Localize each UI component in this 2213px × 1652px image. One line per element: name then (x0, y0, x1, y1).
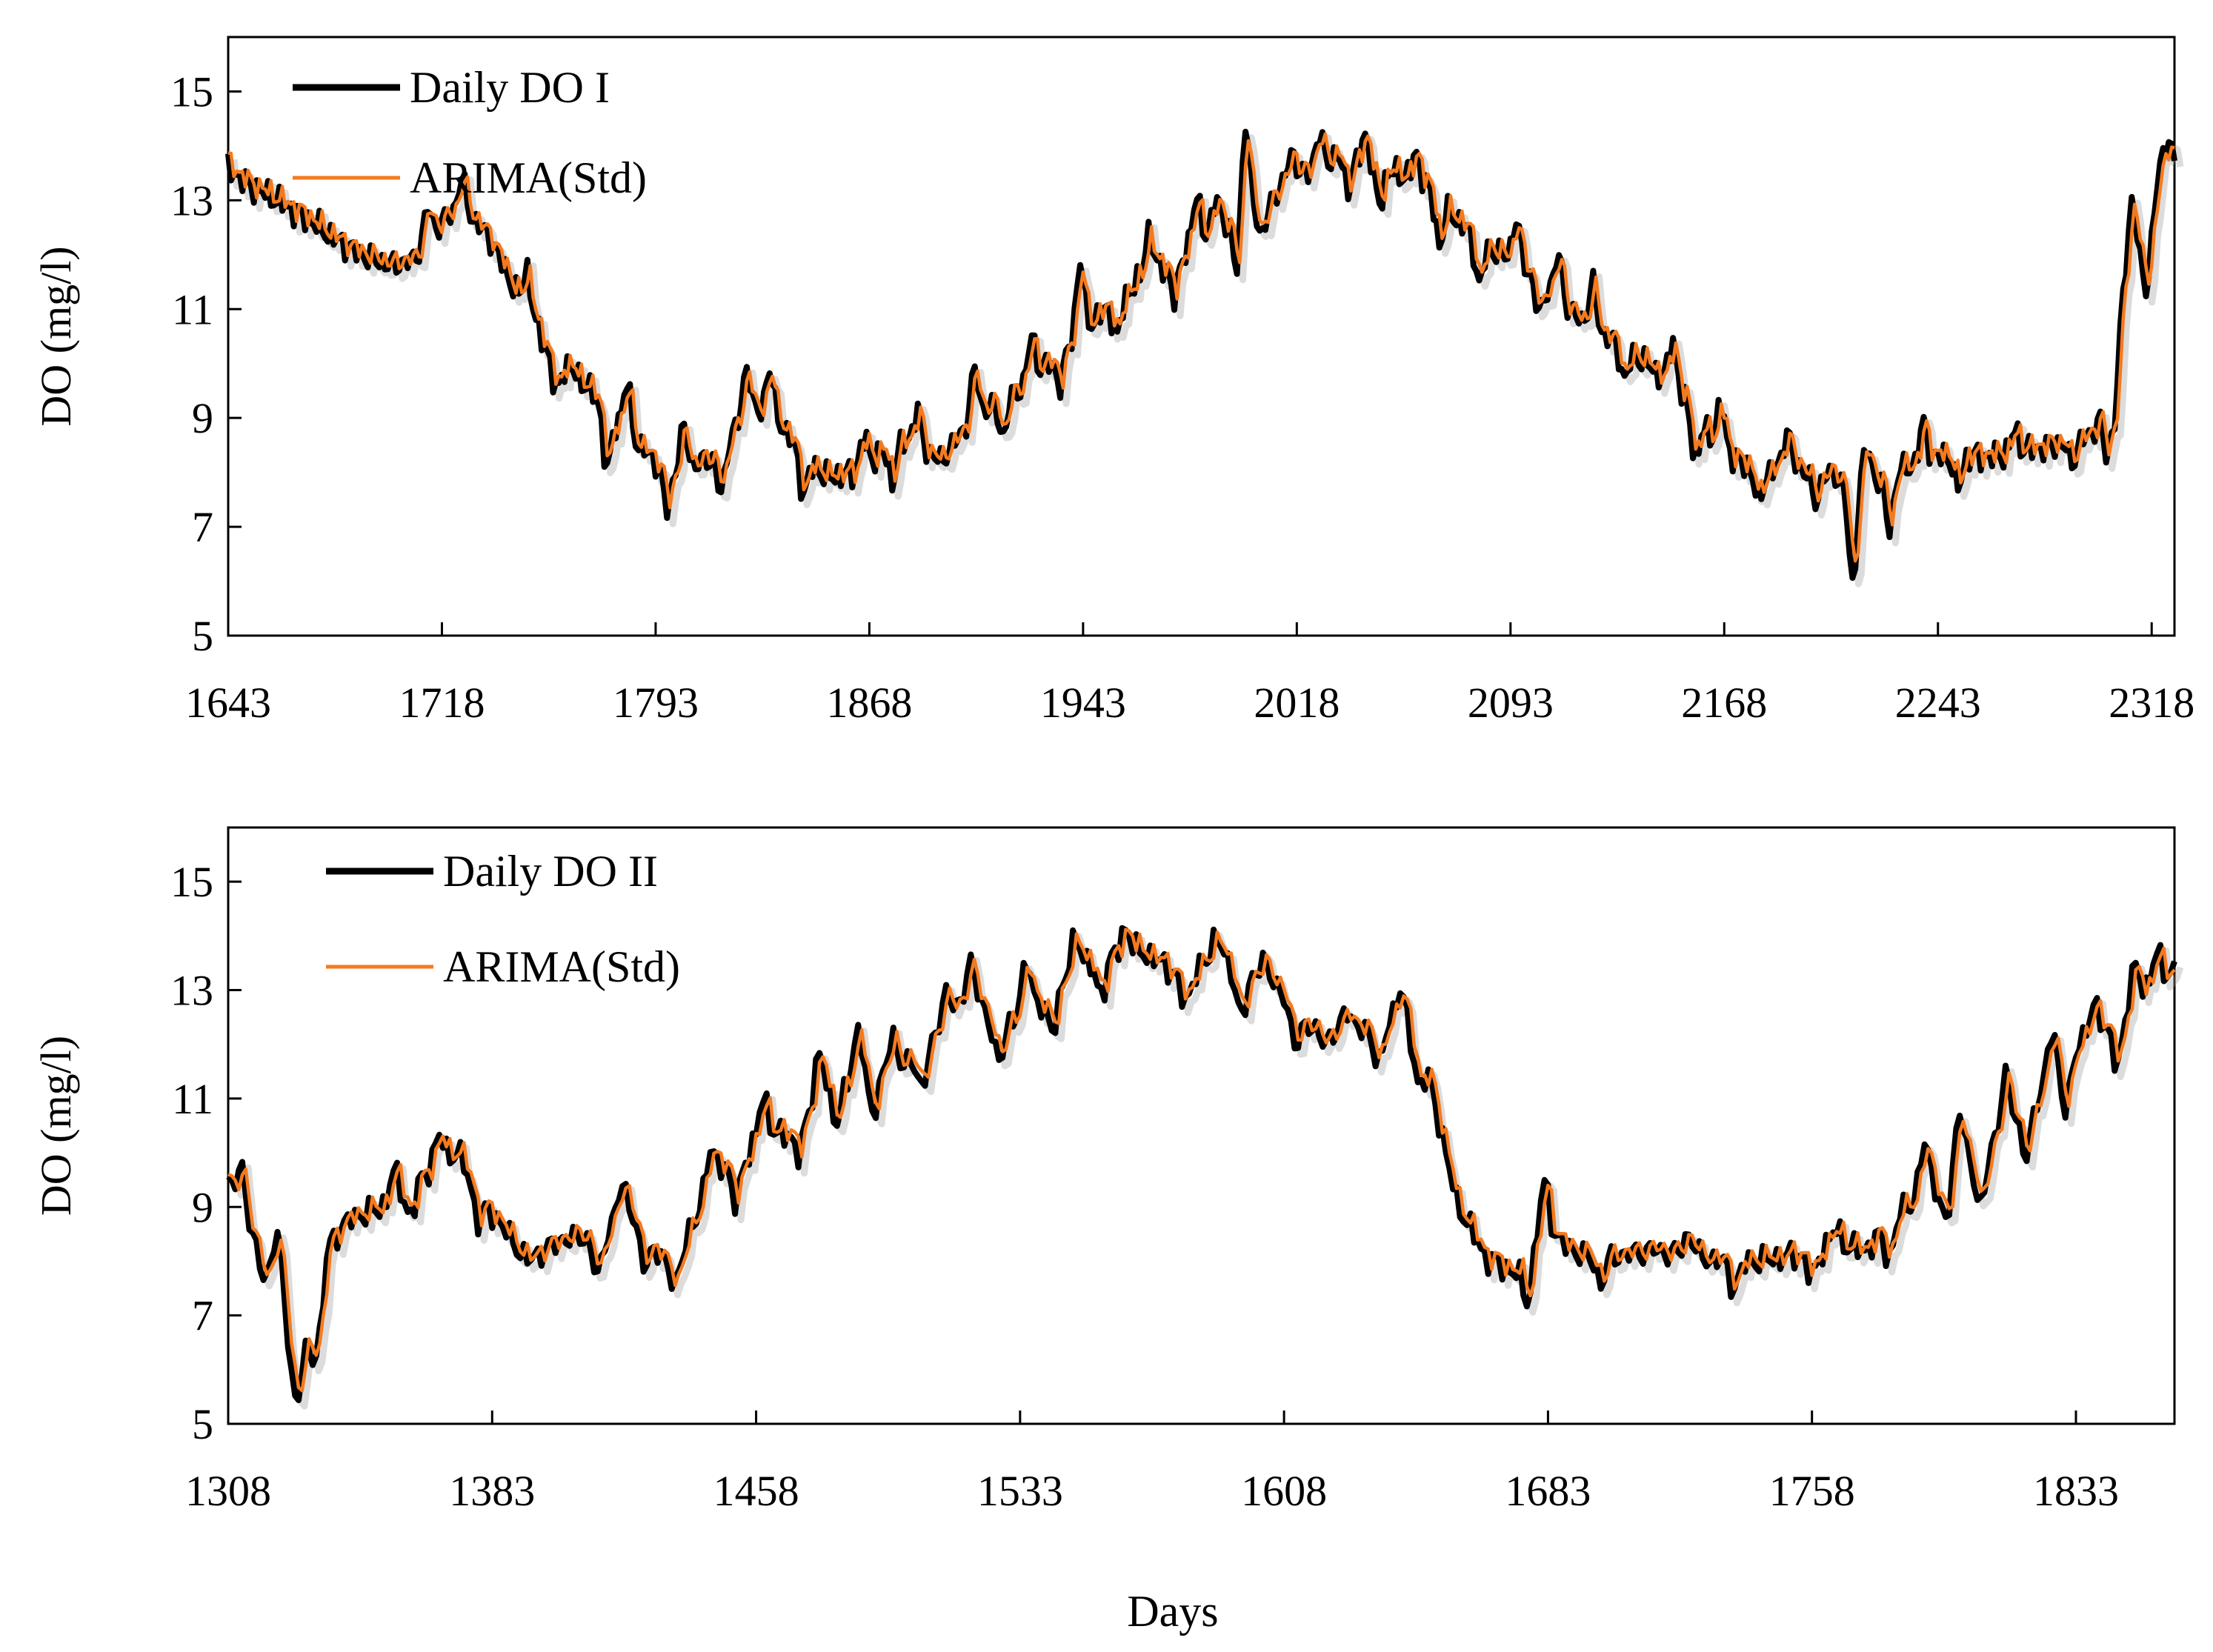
x-tick-label: 1608 (1241, 1467, 1327, 1515)
y-tick-label: 15 (170, 67, 213, 116)
y-axis-label: DO (mg/l) (32, 1036, 80, 1216)
y-tick-label: 11 (172, 1075, 213, 1123)
shared-x-axis-label: Days (1127, 1587, 1218, 1636)
y-tick-label: 7 (192, 503, 213, 551)
plot-frame (227, 36, 2176, 637)
y-tick-label: 9 (192, 1183, 213, 1231)
x-tick-label: 2093 (1468, 679, 1554, 727)
y-axis-label: DO (mg/l) (32, 246, 80, 426)
legend-label-observed: Daily DO I (410, 63, 610, 112)
legend: Daily DO I ARIMA(Std) (293, 63, 647, 202)
y-tick-label: 9 (192, 394, 213, 442)
top-chart-panel: 5 7 9 11 13 15 1643 1718 1793 1868 1943 2018 2093 216… (32, 36, 2194, 727)
legend-label-model: ARIMA(Std) (410, 153, 647, 202)
x-tick-label: 2243 (1895, 679, 1981, 727)
x-tick-label: 1458 (713, 1467, 799, 1515)
y-tick-label: 5 (192, 1400, 213, 1448)
x-tick-label: 1718 (399, 679, 485, 727)
x-tick-label: 1943 (1040, 679, 1126, 727)
observed-series-shadow (231, 930, 2184, 1410)
x-tick-label: 1383 (449, 1467, 535, 1515)
plot-frame (227, 826, 2176, 1425)
x-tick-label: 1308 (185, 1467, 271, 1515)
bottom-chart-panel: 5 7 9 11 13 15 1308 1383 1458 1533 1608 1683 1758 183… (32, 826, 2184, 1515)
x-tick-label: 1643 (185, 679, 271, 727)
y-tick-label: 15 (170, 858, 213, 906)
y-tick-label: 13 (170, 967, 213, 1015)
model-series-line (227, 927, 2176, 1393)
x-tick-label: 1683 (1505, 1467, 1591, 1515)
x-tick-label: 2168 (1681, 679, 1767, 727)
y-tick-label: 7 (192, 1292, 213, 1340)
y-tick-label: 5 (192, 612, 213, 660)
legend: Daily DO II ARIMA(Std) (326, 847, 680, 991)
x-tick-label: 1533 (977, 1467, 1063, 1515)
x-tick-label: 1758 (1769, 1467, 1855, 1515)
y-tick-label: 13 (170, 176, 213, 224)
x-tick-label: 1793 (613, 679, 699, 727)
x-tick-label: 2318 (2109, 679, 2194, 727)
y-tick-label: 11 (172, 285, 213, 333)
x-tick-label: 1833 (2033, 1467, 2119, 1515)
model-series-line (227, 132, 2175, 563)
legend-label-model: ARIMA(Std) (443, 942, 680, 991)
observed-series-line (225, 128, 2177, 582)
observed-series-line (226, 925, 2177, 1404)
x-tick-label: 1868 (826, 679, 912, 727)
x-tick-label: 2018 (1254, 679, 1340, 727)
legend-label-observed: Daily DO II (443, 847, 658, 896)
